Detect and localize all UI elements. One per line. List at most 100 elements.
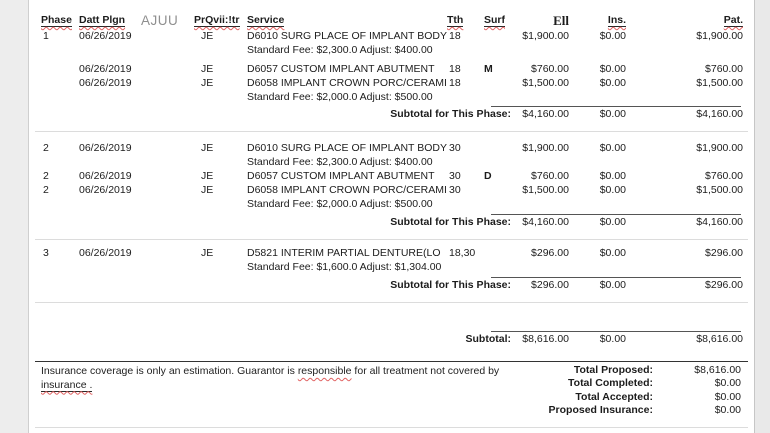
cell-tooth: 18 — [449, 77, 461, 89]
column-header-ajuu: AJUU — [141, 13, 179, 28]
cell-surface — [479, 29, 511, 43]
subtotal-fee: $296.00 — [531, 279, 569, 291]
cell-service: D6057 CUSTOM IMPLANT ABUTMENT — [247, 170, 435, 182]
treatment-plan-report: Phase Datt Plgn AJUU PrQvii:!tr Service … — [28, 0, 755, 433]
cell-service: D6010 SURG PLACE OF IMPLANT BODY — [247, 30, 447, 42]
cell-tooth: 18,30 — [449, 247, 476, 259]
column-header-tooth: Tth — [447, 14, 464, 27]
phase-subtotal-row: Subtotal for This Phase: $4,160.00 $0.00… — [41, 107, 743, 121]
cell-fee: $1,900.00 — [522, 142, 569, 154]
subtotal-insurance: $0.00 — [599, 216, 626, 228]
grand-subtotal-row: Subtotal: $8,616.00 $0.00 $8,616.00 — [41, 332, 744, 346]
phase-subtotal-label: Subtotal for This Phase: — [390, 108, 511, 120]
total-value: $0.00 — [714, 390, 741, 403]
total-value: $0.00 — [714, 377, 741, 390]
column-header-date-plan: Datt Plgn — [79, 14, 126, 27]
cell-patient: $760.00 — [705, 63, 743, 75]
cell-provider: JE — [201, 142, 214, 154]
cell-surface — [479, 76, 511, 90]
cell-date: 06/26/2019 — [79, 63, 132, 75]
grand-subtotal-patient: $8,616.00 — [696, 333, 743, 345]
note-text: Insurance coverage is only an estimation… — [41, 365, 298, 377]
cell-date: 06/26/2019 — [79, 170, 132, 182]
section-divider — [35, 131, 748, 132]
cell-date: 06/26/2019 — [79, 184, 132, 196]
footer-rule — [35, 361, 748, 362]
subtotal-fee: $4,160.00 — [522, 108, 569, 120]
subtotal-rule — [491, 214, 741, 215]
subtotal-rule — [491, 277, 741, 278]
total-row: Total Proposed: $8,616.00 — [489, 364, 741, 377]
table-row[interactable]: 06/26/2019 JE D6058 IMPLANT CROWN PORC/C… — [41, 76, 743, 90]
cell-provider: JE — [201, 247, 214, 259]
subtotal-fee: $4,160.00 — [522, 216, 569, 228]
cell-phase — [41, 62, 79, 76]
cell-tooth: 30 — [449, 184, 461, 196]
subtotal-insurance: $0.00 — [599, 108, 626, 120]
subtotal-patient: $4,160.00 — [696, 216, 743, 228]
cell-fee: $760.00 — [531, 170, 569, 182]
cell-service: D6058 IMPLANT CROWN PORC/CERAMI — [247, 77, 447, 89]
table-row[interactable]: 2 06/26/2019 JE D6058 IMPLANT CROWN PORC… — [41, 183, 743, 197]
cell-phase: 2 — [43, 184, 49, 196]
cell-insurance: $0.00 — [599, 63, 626, 75]
cell-insurance: $0.00 — [599, 142, 626, 154]
subtotal-rule — [491, 331, 741, 332]
cell-surface: M — [484, 63, 493, 75]
cell-patient: $760.00 — [705, 170, 743, 182]
cell-insurance: $0.00 — [599, 30, 626, 42]
total-label: Total Proposed: — [573, 364, 653, 376]
subtotal-patient: $4,160.00 — [696, 108, 743, 120]
cell-date: 06/26/2019 — [79, 30, 132, 42]
cell-insurance: $0.00 — [599, 77, 626, 89]
cell-surface — [479, 141, 511, 155]
total-label: Total Completed: — [568, 377, 653, 390]
table-row[interactable]: 06/26/2019 JE D6057 CUSTOM IMPLANT ABUTM… — [41, 62, 743, 76]
total-label: Total Accepted: — [575, 390, 653, 403]
note-misspelled-word: responsible — [297, 365, 352, 377]
cell-surface — [479, 246, 511, 260]
column-header-surface: Surf — [484, 14, 505, 27]
insurance-link: insurance . — [41, 378, 93, 392]
cell-date: 06/26/2019 — [79, 77, 132, 89]
standard-fee-note: Standard Fee: $2,300.0 Adjust: $400.00 — [247, 44, 433, 56]
note-text: for all treatment not covered by — [351, 365, 500, 377]
cell-fee: $1,900.00 — [522, 30, 569, 42]
cell-tooth: 30 — [449, 142, 461, 154]
cell-phase: 2 — [43, 142, 49, 154]
standard-fee-note: Standard Fee: $2,000.0 Adjust: $500.00 — [247, 91, 433, 103]
cell-phase — [41, 76, 79, 90]
cell-phase: 1 — [43, 30, 49, 42]
cell-provider: JE — [201, 63, 214, 75]
cell-insurance: $0.00 — [599, 170, 626, 182]
footer: Insurance coverage is only an estimation… — [41, 364, 741, 422]
cell-fee: $1,500.00 — [522, 184, 569, 196]
cell-tooth: 30 — [449, 170, 461, 182]
total-value: $0.00 — [714, 403, 741, 416]
table-row[interactable]: 2 06/26/2019 JE D6010 SURG PLACE OF IMPL… — [41, 141, 743, 155]
cell-provider: JE — [201, 170, 214, 182]
subtotal-insurance: $0.00 — [599, 279, 626, 291]
cell-service: D6057 CUSTOM IMPLANT ABUTMENT — [247, 63, 435, 75]
phase-subtotal-row: Subtotal for This Phase: $296.00 $0.00 $… — [41, 278, 743, 292]
phase-subtotal-label: Subtotal for This Phase: — [390, 216, 511, 228]
left-gutter — [0, 0, 28, 433]
table-row[interactable]: 1 06/26/2019 JE D6010 SURG PLACE OF IMPL… — [41, 29, 743, 43]
cell-patient: $1,500.00 — [696, 77, 743, 89]
cell-tooth: 18 — [449, 30, 461, 42]
cell-patient: $1,900.00 — [696, 30, 743, 42]
column-header-phase: Phase — [41, 14, 72, 27]
table-row[interactable]: 3 06/26/2019 JE D5821 INTERIM PARTIAL DE… — [41, 246, 743, 260]
phase-subtotal-label: Subtotal for This Phase: — [390, 279, 511, 291]
cell-patient: $1,900.00 — [696, 142, 743, 154]
cell-patient: $296.00 — [705, 247, 743, 259]
cell-insurance: $0.00 — [599, 247, 626, 259]
section-divider — [35, 302, 748, 303]
cell-fee: $1,500.00 — [522, 77, 569, 89]
column-header-patient: Pat. — [723, 14, 743, 27]
total-row: Total Completed: $0.00 — [489, 377, 741, 390]
insurance-note[interactable]: Insurance coverage is only an estimation… — [41, 365, 499, 392]
table-row[interactable]: 2 06/26/2019 JE D6057 CUSTOM IMPLANT ABU… — [41, 169, 743, 183]
grand-subtotal-insurance: $0.00 — [599, 333, 626, 345]
cell-phase: 2 — [43, 170, 49, 182]
